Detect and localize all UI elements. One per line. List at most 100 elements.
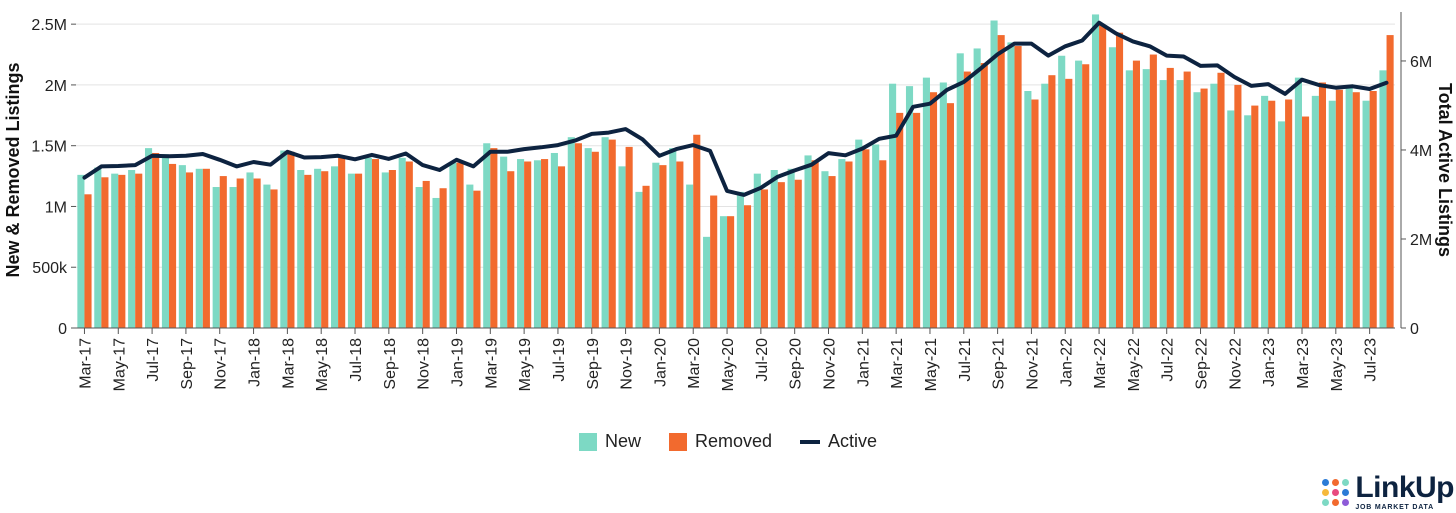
legend-item-active[interactable]: Active: [800, 431, 877, 452]
bar-new: [990, 20, 998, 329]
x-tick-label: Mar-21: [889, 338, 906, 389]
left-tick-label: 2M: [45, 78, 67, 95]
bar-new: [1210, 83, 1218, 328]
x-tick-label: Jul-20: [754, 338, 771, 382]
legend-item-removed[interactable]: Removed: [668, 431, 773, 452]
bar-new: [956, 53, 964, 328]
active-line: [82, 20, 1389, 197]
bar-removed: [1200, 88, 1208, 328]
x-tick-label: Jan-20: [652, 338, 669, 387]
bar-removed: [608, 139, 616, 328]
bar-removed: [321, 171, 329, 328]
bar-new: [398, 157, 406, 328]
bar-removed: [135, 173, 143, 328]
bar-new: [1345, 84, 1353, 328]
bar-removed: [1014, 46, 1022, 329]
logo-dot: [1322, 488, 1330, 496]
bar-new: [246, 172, 254, 328]
bar-removed: [185, 172, 194, 328]
bar-removed: [473, 190, 481, 328]
bar-removed: [1099, 25, 1107, 328]
bar-new: [229, 187, 237, 328]
bar-new: [1125, 70, 1133, 328]
bar-removed: [101, 177, 109, 328]
bar-removed: [1352, 92, 1360, 328]
x-tick-label: May-17: [111, 338, 128, 391]
bar-new: [872, 144, 880, 328]
x-tick-label: Sep-19: [585, 338, 602, 390]
bar-removed: [963, 71, 971, 329]
x-tick-label: Nov-20: [822, 338, 839, 390]
bar-removed: [1251, 105, 1259, 328]
bar-new: [533, 160, 542, 328]
bar-new: [1311, 95, 1319, 328]
bar-new: [652, 162, 660, 328]
bar-new: [787, 168, 795, 328]
linkup-logo: LinkUp JOB MARKET DATA: [1322, 473, 1454, 511]
legend-item-new[interactable]: New: [578, 431, 641, 452]
bar-new: [381, 172, 389, 328]
bar-new: [195, 168, 203, 328]
logo-dot: [1332, 498, 1340, 506]
bar-new: [804, 155, 812, 328]
active-series-line: [82, 20, 1389, 197]
bar-removed: [1166, 67, 1174, 329]
bar-new: [686, 184, 694, 328]
bar-removed: [1234, 84, 1242, 328]
bar-removed: [1318, 82, 1327, 328]
bar-removed: [1065, 78, 1073, 328]
bar-new: [280, 150, 288, 328]
left-tick-label: 1M: [45, 199, 67, 216]
x-tick-label: Nov-18: [416, 338, 433, 390]
legend: New Removed Active: [0, 431, 1456, 452]
x-tick-label: Sep-17: [179, 338, 196, 390]
bar-new: [922, 77, 930, 328]
legend-label-active: Active: [828, 431, 878, 451]
bar-removed: [1217, 72, 1225, 329]
x-tick-label: Mar-19: [483, 338, 500, 389]
right-tick-label: 6M: [1410, 54, 1432, 71]
bar-new: [973, 48, 981, 328]
x-tick-label: Mar-17: [77, 338, 94, 389]
left-tick-label: 0: [58, 321, 67, 338]
bar-removed: [1132, 60, 1140, 328]
x-tick-label: Sep-22: [1194, 338, 1211, 390]
x-tick-label: Nov-17: [213, 338, 230, 390]
left-axis-ticks: 0 500k 1M 1.5M 2M 2.5M: [31, 17, 76, 338]
bar-new: [128, 170, 136, 328]
bar-new: [1244, 115, 1252, 328]
bar-removed: [1335, 89, 1343, 329]
x-tick-label: Sep-21: [991, 338, 1008, 390]
x-tick-label: Jul-22: [1160, 338, 1177, 382]
x-tick-label: May-21: [923, 338, 940, 391]
bar-new: [466, 184, 474, 328]
bar-removed: [743, 205, 752, 328]
x-tick-label: Jul-23: [1363, 338, 1380, 382]
bar-removed: [845, 161, 853, 328]
bar-new: [669, 148, 677, 328]
bar-new: [719, 216, 728, 328]
bar-removed: [84, 194, 92, 328]
bar-removed: [439, 188, 447, 328]
bar-new: [364, 157, 372, 328]
bar-removed: [929, 92, 938, 328]
x-tick-label: Jul-17: [145, 338, 162, 382]
right-tick-label: 0: [1410, 321, 1419, 338]
bar-new: [567, 137, 575, 328]
bar-removed: [1149, 54, 1157, 329]
logo-dot: [1332, 478, 1340, 486]
x-tick-label: Jan-23: [1261, 338, 1278, 387]
x-tick-label: Jul-18: [348, 338, 365, 382]
bar-removed: [794, 179, 802, 328]
right-axis-title: Total Active Listings: [1435, 83, 1455, 257]
legend-label-removed: Removed: [694, 431, 773, 451]
bar-removed: [811, 160, 819, 328]
bar-removed: [118, 174, 126, 328]
bar-removed: [1301, 116, 1310, 329]
x-tick-label: May-18: [314, 338, 331, 391]
bar-removed: [355, 173, 363, 328]
bar-removed: [896, 112, 904, 328]
bar-removed: [659, 165, 667, 328]
bar-new: [584, 148, 592, 328]
legend-swatch-removed: [668, 432, 687, 451]
